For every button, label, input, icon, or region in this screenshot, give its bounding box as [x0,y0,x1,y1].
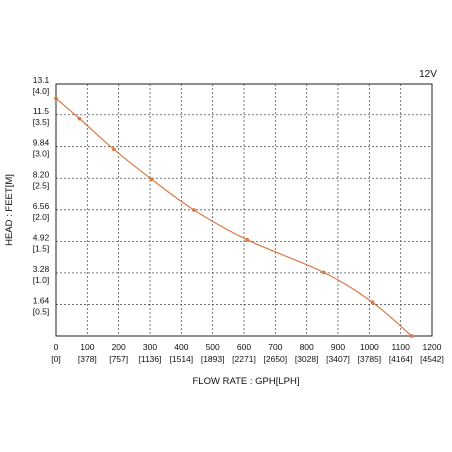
x-axis-title: FLOW RATE : GPH[LPH] [193,376,300,387]
y-tick-label: 3.28 [33,264,50,274]
y-tick-sublabel: [0.5] [33,306,50,316]
x-tick-sublabel: [1893] [201,354,225,364]
data-point [409,334,414,338]
plot-frame [55,83,433,337]
x-tick-sublabel: [3407] [326,354,350,364]
x-tick-label: 600 [237,342,251,352]
y-tick-label: 1.64 [33,295,50,305]
x-tick-sublabel: [1136] [138,354,161,364]
series-line [55,97,413,337]
x-tick-label: 1200 [423,342,442,352]
data-point [77,116,82,121]
data-point [322,270,326,275]
x-tick-label: 0 [54,342,59,352]
y-tick-label: 13.1 [33,75,50,85]
y-axis-title: HEAD : FEET[M] [4,174,15,246]
y-tick-label: 11.5 [33,106,49,116]
y-tick-sublabel: [1.0] [33,275,50,285]
x-tick-sublabel: [4542] [420,354,444,364]
y-tick-label: 8.20 [33,169,50,179]
y-tick-sublabel: [2.0] [33,212,50,222]
y-tick-sublabel: [2.5] [33,180,50,190]
x-tick-sublabel: [378] [78,354,97,364]
data-point [191,208,196,212]
y-tick-sublabel: [1.5] [33,243,50,253]
y-tick-sublabel: [4.0] [33,86,50,96]
x-tick-sublabel: [0] [51,354,60,364]
x-tick-sublabel: [757] [109,354,128,364]
series [54,96,414,338]
x-tick-label: 1100 [392,342,411,352]
y-tick-sublabel: [3.5] [33,117,50,127]
y-tick-label: 6.56 [33,201,50,211]
data-point [370,300,375,305]
x-tick-sublabel: [2650] [264,354,288,364]
data-point [112,147,116,152]
x-tick-sublabel: [1514] [170,354,194,364]
x-tick-sublabel: [4164] [389,354,413,364]
grid [56,84,432,336]
x-tick-label: 100 [80,342,94,352]
x-tick-sublabel: [3785] [358,354,382,364]
y-tick-label: 4.92 [33,232,50,242]
voltage-annotation: 12V [419,69,437,80]
x-tick-label: 500 [206,342,220,352]
data-point [245,237,250,242]
x-tick-label: 300 [143,342,157,352]
x-tick-sublabel: [2271] [232,354,256,364]
y-tick-sublabel: [3.0] [33,149,50,159]
data-point [149,177,154,182]
x-tick-label: 400 [174,342,188,352]
x-tick-label: 800 [300,342,314,352]
y-tick-label: 9.84 [33,138,50,148]
x-tick-label: 700 [268,342,282,352]
axis-ticks: 0 [0] 100 [378] 200 [757] 300 [1136] 400 [1514] 50… [33,75,444,364]
data-point [54,96,58,101]
x-tick-label: 900 [331,342,345,352]
x-tick-label: 200 [112,342,126,352]
x-tick-sublabel: [3028] [295,354,319,364]
x-tick-label: 1000 [360,342,379,352]
